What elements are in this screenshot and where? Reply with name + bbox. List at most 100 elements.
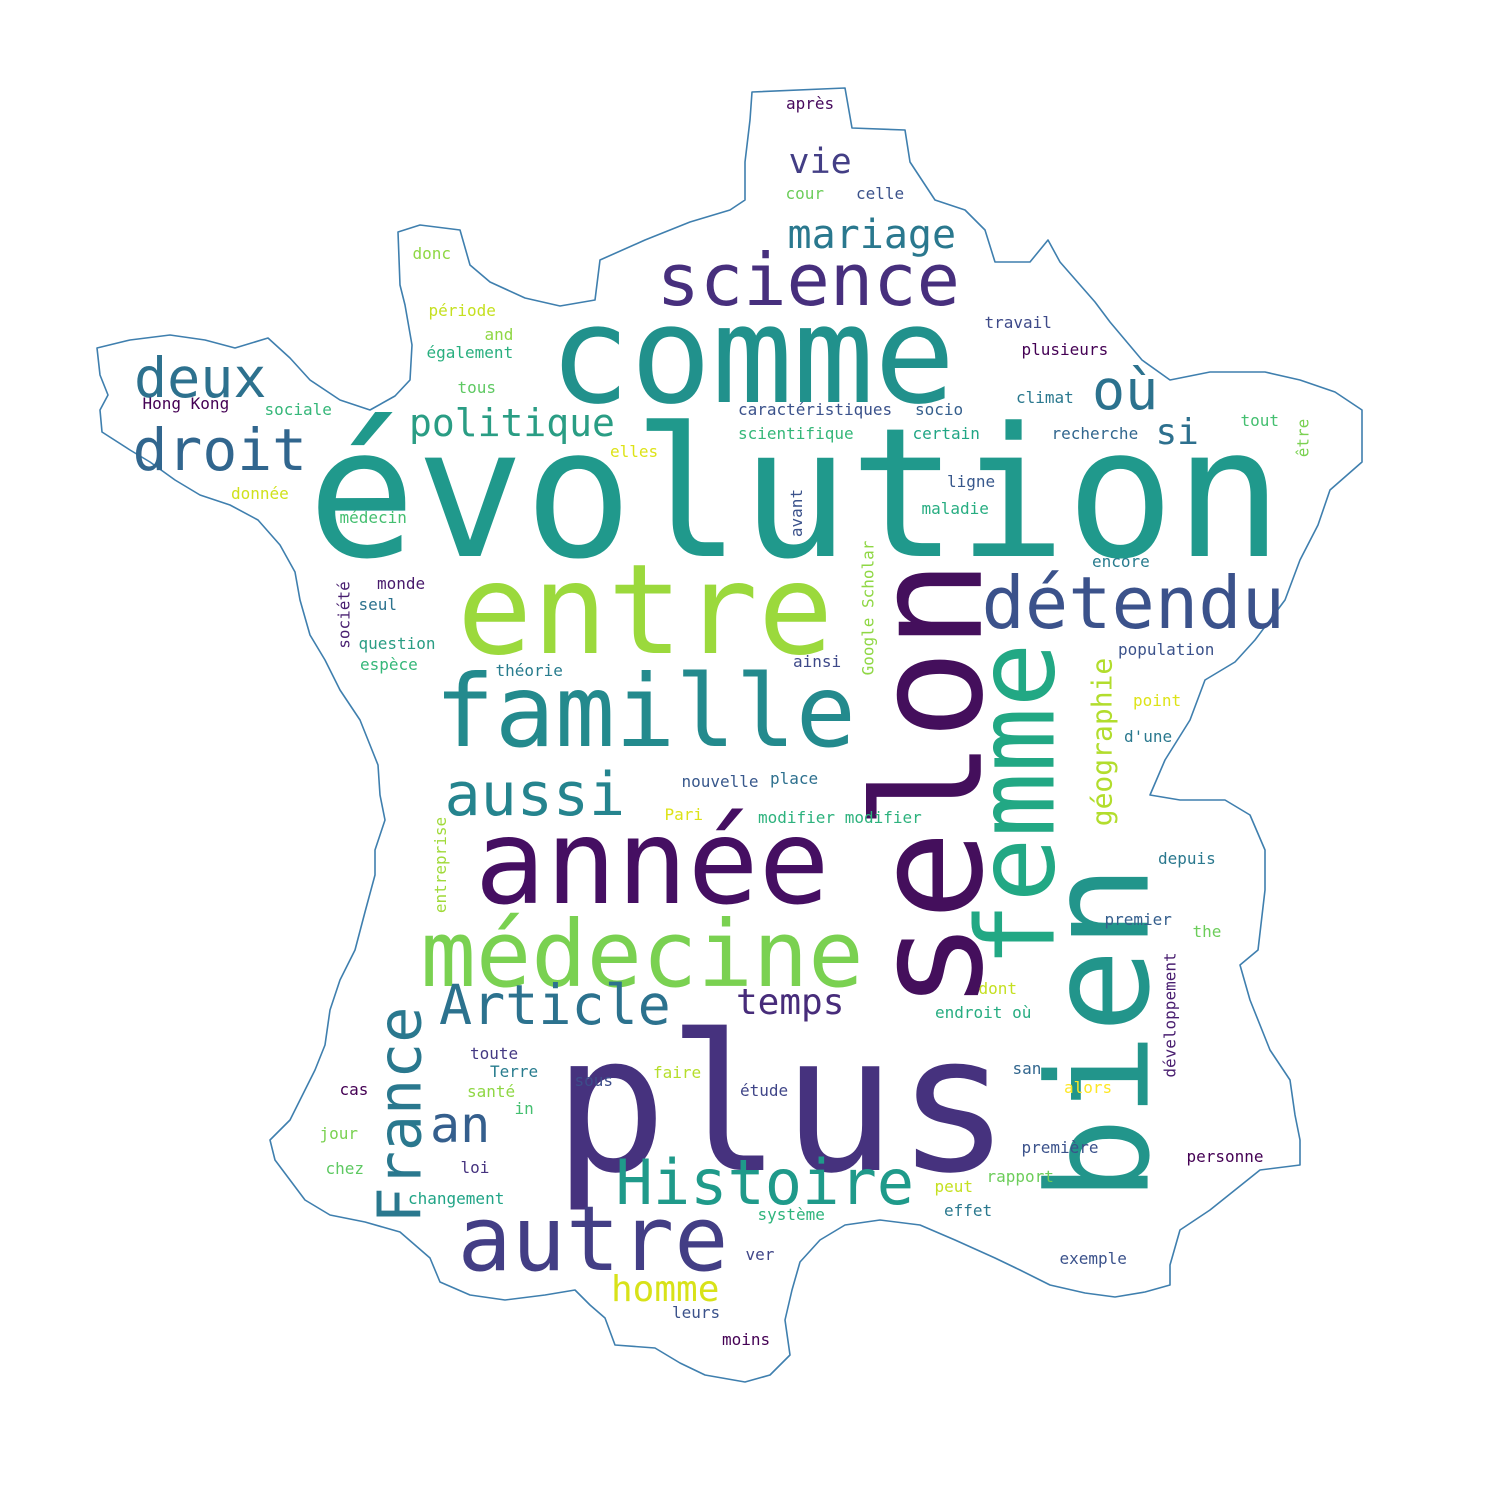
word-26: homme xyxy=(611,1269,720,1310)
word-68: Pari xyxy=(664,805,704,824)
word-94: rapport xyxy=(986,1167,1054,1186)
word-82: sous xyxy=(574,1071,614,1090)
word-54: Google Scholar xyxy=(857,540,877,676)
word-50: donnée xyxy=(231,484,289,503)
word-36: plusieurs xyxy=(1021,340,1109,359)
word-43: tout xyxy=(1240,411,1280,430)
word-53: avant xyxy=(787,488,807,538)
word-91: chez xyxy=(325,1159,365,1178)
word-0: évolution xyxy=(307,390,1283,599)
word-93: peut xyxy=(934,1177,974,1196)
word-70: entreprise xyxy=(431,816,451,914)
word-52: maladie xyxy=(921,499,989,518)
word-23: géographie xyxy=(1084,657,1118,827)
word-71: depuis xyxy=(1158,849,1216,868)
word-60: espèce xyxy=(360,655,418,674)
word-22: mariage xyxy=(787,212,957,258)
word-58: seul xyxy=(358,595,398,614)
word-16: aussi xyxy=(444,760,626,830)
word-29: cour xyxy=(785,184,825,203)
word-48: elles xyxy=(610,442,659,461)
word-11: science xyxy=(656,238,960,322)
word-15: droit xyxy=(132,416,308,484)
france-outline-path xyxy=(96,87,1363,1383)
word-17: Article xyxy=(439,972,671,1037)
word-57: monde xyxy=(377,574,426,593)
word-76: endroit où xyxy=(935,1003,1032,1022)
word-79: cas xyxy=(339,1080,369,1099)
word-32: période xyxy=(428,301,496,320)
word-88: loi xyxy=(460,1158,490,1177)
word-56: société xyxy=(334,581,354,649)
word-84: étude xyxy=(740,1081,789,1100)
word-40: caractéristiques xyxy=(738,400,893,419)
word-39: sociale xyxy=(264,400,332,419)
word-80: santé xyxy=(467,1082,516,1101)
word-12: détendu xyxy=(981,561,1285,645)
word-63: population xyxy=(1118,640,1215,659)
word-44: être xyxy=(1292,418,1312,458)
word-81: in xyxy=(514,1099,534,1118)
word-27: si xyxy=(1155,412,1199,453)
word-78: Terre xyxy=(490,1062,539,1081)
word-83: faire xyxy=(653,1063,702,1082)
word-75: dont xyxy=(978,979,1018,998)
word-90: personne xyxy=(1186,1147,1264,1166)
word-1: plus xyxy=(553,994,1011,1215)
word-28: après xyxy=(786,94,835,113)
word-33: and xyxy=(484,325,514,344)
word-19: où xyxy=(1092,357,1159,422)
word-69: modifier modifier xyxy=(758,808,922,827)
word-97: ver xyxy=(745,1245,775,1264)
word-62: ainsi xyxy=(793,652,842,671)
word-98: exemple xyxy=(1059,1249,1127,1268)
word-10: autre xyxy=(457,1187,729,1292)
word-49: ligne xyxy=(947,472,996,491)
word-24: vie xyxy=(788,141,852,182)
word-37: tous xyxy=(457,378,497,397)
word-85: san xyxy=(1012,1059,1042,1078)
word-34: également xyxy=(426,343,514,362)
word-72: premier xyxy=(1104,910,1172,929)
word-2: comme xyxy=(549,276,956,434)
word-25: temps xyxy=(736,982,845,1023)
word-38: Hong Kong xyxy=(142,394,230,413)
word-46: certain xyxy=(912,424,980,443)
word-59: question xyxy=(358,634,436,653)
word-30: celle xyxy=(856,184,905,203)
word-45: scientifique xyxy=(738,424,854,443)
word-86: alors xyxy=(1064,1078,1113,1097)
word-99: leurs xyxy=(672,1303,721,1322)
word-87: jour xyxy=(319,1124,359,1143)
word-8: médecine xyxy=(420,901,864,1008)
word-47: recherche xyxy=(1051,424,1139,443)
word-51: médecin xyxy=(339,508,407,527)
word-61: théorie xyxy=(495,661,563,680)
word-74: développement xyxy=(1160,952,1180,1078)
word-89: première xyxy=(1021,1138,1099,1157)
word-96: effet xyxy=(944,1201,993,1220)
word-92: changement xyxy=(408,1189,505,1208)
word-13: Histoire xyxy=(615,1146,915,1219)
word-42: climat xyxy=(1016,388,1074,407)
word-18: deux xyxy=(134,345,267,410)
word-21: politique xyxy=(409,401,615,445)
word-64: point xyxy=(1133,691,1182,710)
word-41: socio xyxy=(915,400,964,419)
word-9: femme xyxy=(954,642,1080,968)
word-77: toute xyxy=(470,1044,519,1063)
word-65: d'une xyxy=(1124,727,1173,746)
word-73: the xyxy=(1192,922,1222,941)
word-67: place xyxy=(770,769,819,788)
word-20: an xyxy=(430,1096,491,1154)
word-66: nouvelle xyxy=(681,772,759,791)
word-55: encore xyxy=(1092,552,1150,571)
word-35: travail xyxy=(984,313,1052,332)
word-31: donc xyxy=(412,244,452,263)
word-100: moins xyxy=(722,1330,771,1349)
word-5: année xyxy=(474,793,830,931)
word-4: entre xyxy=(457,537,834,683)
word-95: système xyxy=(757,1205,825,1224)
